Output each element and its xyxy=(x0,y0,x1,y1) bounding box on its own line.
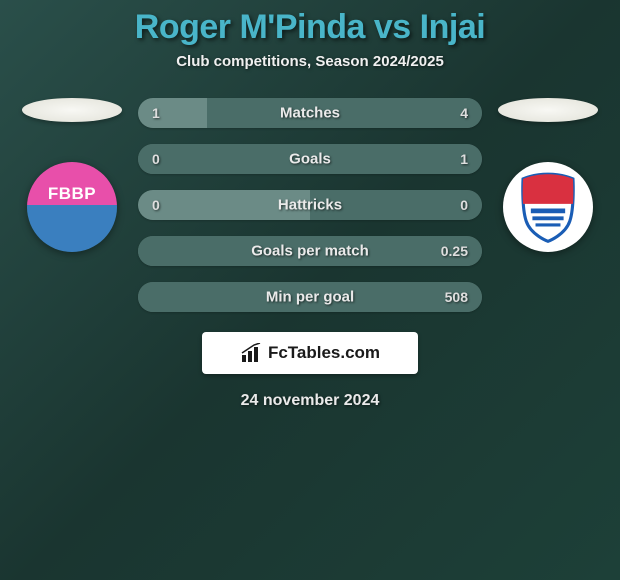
stat-bar: 0.25Goals per match xyxy=(138,236,482,266)
shield-icon xyxy=(509,168,587,246)
stat-label: Goals per match xyxy=(138,243,482,260)
stat-bar: 01Goals xyxy=(138,144,482,174)
site-logo: FcTables.com xyxy=(202,332,418,374)
stat-bar: 508Min per goal xyxy=(138,282,482,312)
stat-label: Min per goal xyxy=(138,289,482,306)
stat-bar: 00Hattricks xyxy=(138,190,482,220)
subtitle: Club competitions, Season 2024/2025 xyxy=(0,53,620,70)
stat-label: Hattricks xyxy=(138,197,482,214)
country-flag-left xyxy=(22,98,122,122)
club-badge-left xyxy=(27,162,117,252)
stat-label: Matches xyxy=(138,105,482,122)
stats-column: 14Matches 01Goals 00Hattricks 0.25Goals per… xyxy=(138,98,482,312)
site-logo-text: FcTables.com xyxy=(268,343,380,363)
left-player-col xyxy=(18,98,126,252)
country-flag-right xyxy=(498,98,598,122)
right-player-col xyxy=(494,98,602,252)
club-badge-right xyxy=(503,162,593,252)
date-text: 24 november 2024 xyxy=(0,392,620,410)
stat-bar: 14Matches xyxy=(138,98,482,128)
comparison-row: 14Matches 01Goals 00Hattricks 0.25Goals per… xyxy=(0,98,620,312)
page-title: Roger M'Pinda vs Injai xyxy=(0,8,620,47)
chart-icon xyxy=(240,343,264,363)
stat-label: Goals xyxy=(138,151,482,168)
